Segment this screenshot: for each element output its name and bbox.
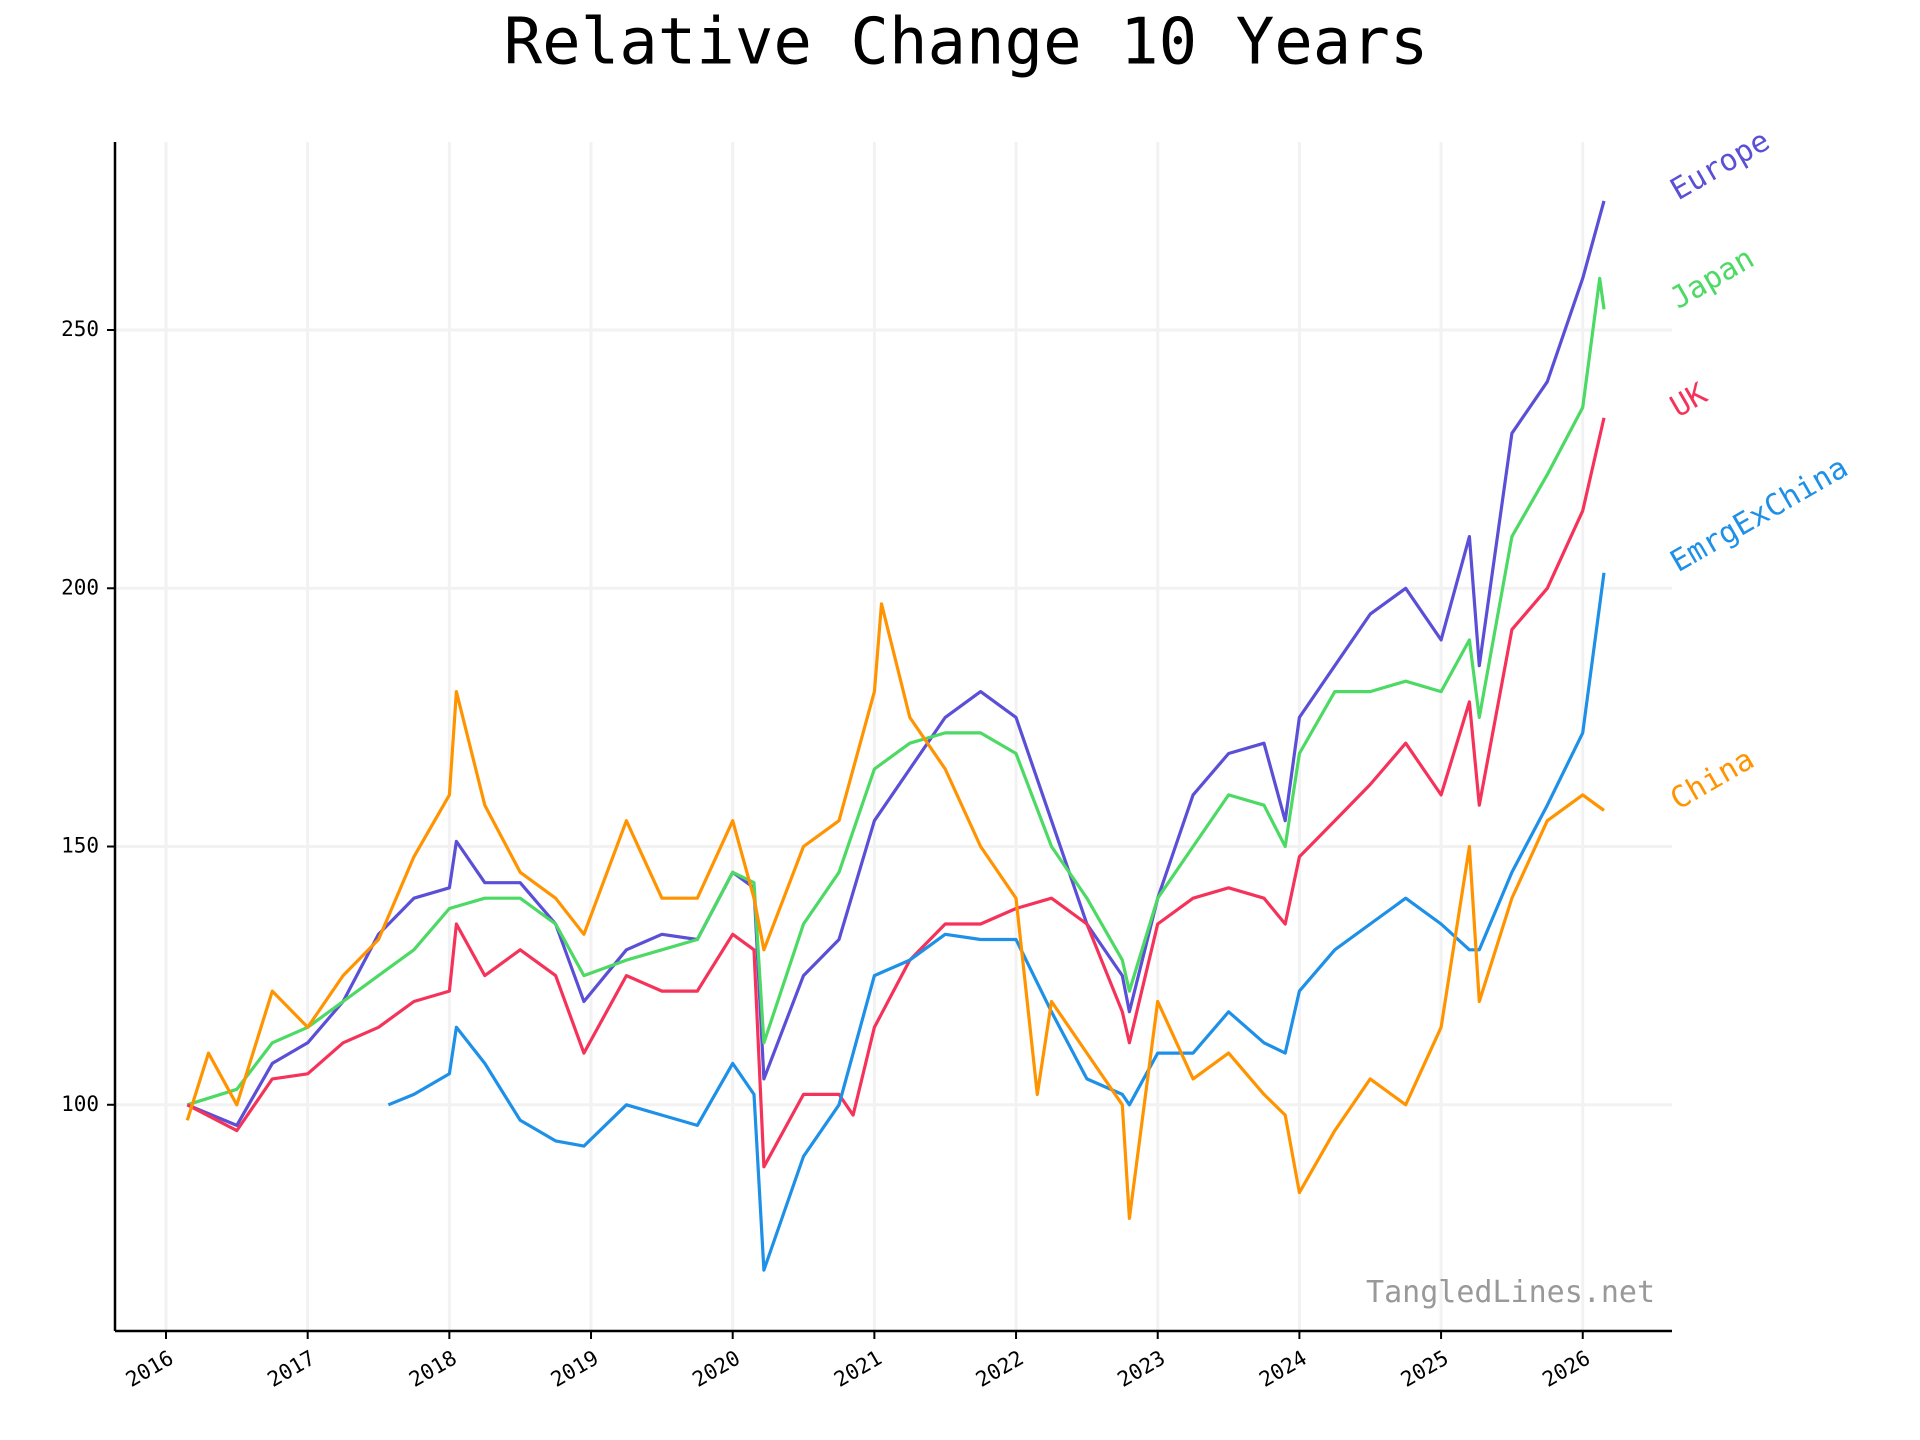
legend-label: UK <box>1665 376 1714 424</box>
legend-label: EmrgExChina <box>1665 450 1855 580</box>
watermark: TangledLines.net <box>1366 1275 1655 1310</box>
x-tick-label: 2024 <box>1255 1346 1311 1392</box>
x-tick-label: 2019 <box>547 1346 603 1392</box>
x-tick-label: 2018 <box>405 1346 461 1392</box>
series-line <box>186 276 1606 1107</box>
y-tick-label: 100 <box>61 1092 99 1116</box>
y-tick-label: 200 <box>61 575 99 599</box>
chart-title: Relative Change 10 Years <box>504 6 1429 80</box>
series-line <box>185 602 1605 1220</box>
x-tick-label: 2025 <box>1397 1346 1453 1392</box>
x-tick-label: 2017 <box>263 1346 319 1392</box>
x-tick-label: 2023 <box>1113 1346 1169 1392</box>
y-tick-label: 150 <box>61 834 99 858</box>
x-tick-label: 2022 <box>972 1346 1028 1392</box>
x-tick-label: 2026 <box>1538 1346 1594 1392</box>
plot-area <box>185 200 1606 1272</box>
legend-label: Europe <box>1665 123 1776 207</box>
series-line <box>387 572 1606 1272</box>
x-tick-label: 2016 <box>122 1346 178 1392</box>
x-tick-label: 2020 <box>688 1346 744 1392</box>
y-tick-label: 250 <box>61 317 99 341</box>
grid <box>115 142 1672 1331</box>
x-tick-label: 2021 <box>830 1346 886 1392</box>
legend-label: China <box>1665 742 1761 817</box>
legend-label: Japan <box>1665 241 1761 316</box>
axes: 100 150 200 250 2016 2017 2018 2019 2020 2021 2022… <box>61 123 1854 1392</box>
